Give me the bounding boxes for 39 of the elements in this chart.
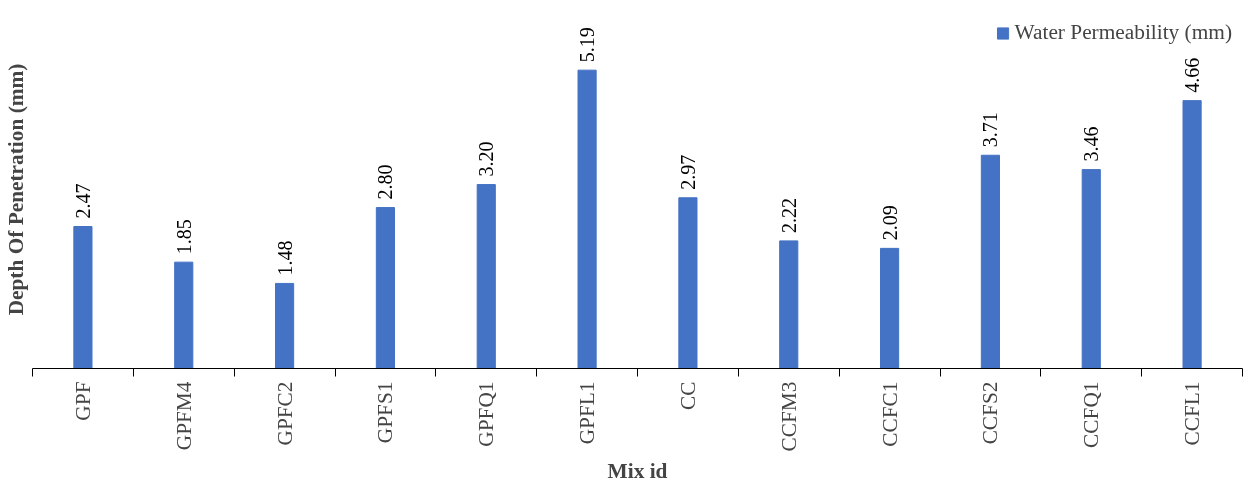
data-label: 1.48 bbox=[273, 240, 296, 276]
bar bbox=[1081, 169, 1101, 369]
bar bbox=[779, 240, 799, 369]
x-tick-label: GPFM4 bbox=[171, 381, 196, 451]
x-tick-label: CCFC1 bbox=[877, 381, 902, 447]
x-axis-title: Mix id bbox=[607, 459, 668, 484]
legend-label: Water Permeability (mm) bbox=[1014, 20, 1232, 45]
data-label: 2.97 bbox=[676, 154, 699, 190]
bar bbox=[275, 282, 295, 369]
bar bbox=[476, 184, 496, 369]
y-axis-title: Depth Of Penetration (mm) bbox=[3, 63, 28, 316]
bar bbox=[1182, 100, 1202, 369]
x-tick-label: CCFS2 bbox=[978, 381, 1003, 445]
bar bbox=[577, 69, 597, 369]
data-label: 2.47 bbox=[71, 183, 94, 219]
x-tick-label: CCFL1 bbox=[1180, 381, 1205, 446]
x-tick-label: CCFQ1 bbox=[1079, 381, 1104, 448]
x-tick-label: GPFC2 bbox=[272, 381, 297, 446]
x-tick-label: CC bbox=[675, 381, 700, 410]
data-label: 2.80 bbox=[374, 164, 397, 200]
x-tick-label: GPFQ1 bbox=[474, 381, 499, 447]
data-label: 1.85 bbox=[172, 219, 195, 255]
x-tick-label: GPFS1 bbox=[373, 381, 398, 444]
data-label: 3.46 bbox=[1080, 126, 1103, 162]
x-tick-label: GPF bbox=[70, 381, 95, 421]
data-label: 3.71 bbox=[979, 112, 1002, 148]
data-label: 2.09 bbox=[878, 205, 901, 241]
bar bbox=[73, 226, 93, 369]
bar bbox=[375, 207, 395, 369]
bar bbox=[980, 154, 1000, 369]
x-tick-label: CCFM3 bbox=[776, 381, 801, 452]
data-label: 4.66 bbox=[1181, 57, 1204, 93]
data-label: 3.20 bbox=[475, 141, 498, 177]
bar bbox=[880, 247, 900, 369]
x-tick-label: GPFL1 bbox=[575, 381, 600, 445]
bar bbox=[174, 261, 194, 369]
data-label: 5.19 bbox=[576, 27, 599, 63]
bar bbox=[678, 197, 698, 369]
data-label: 2.22 bbox=[777, 197, 800, 233]
